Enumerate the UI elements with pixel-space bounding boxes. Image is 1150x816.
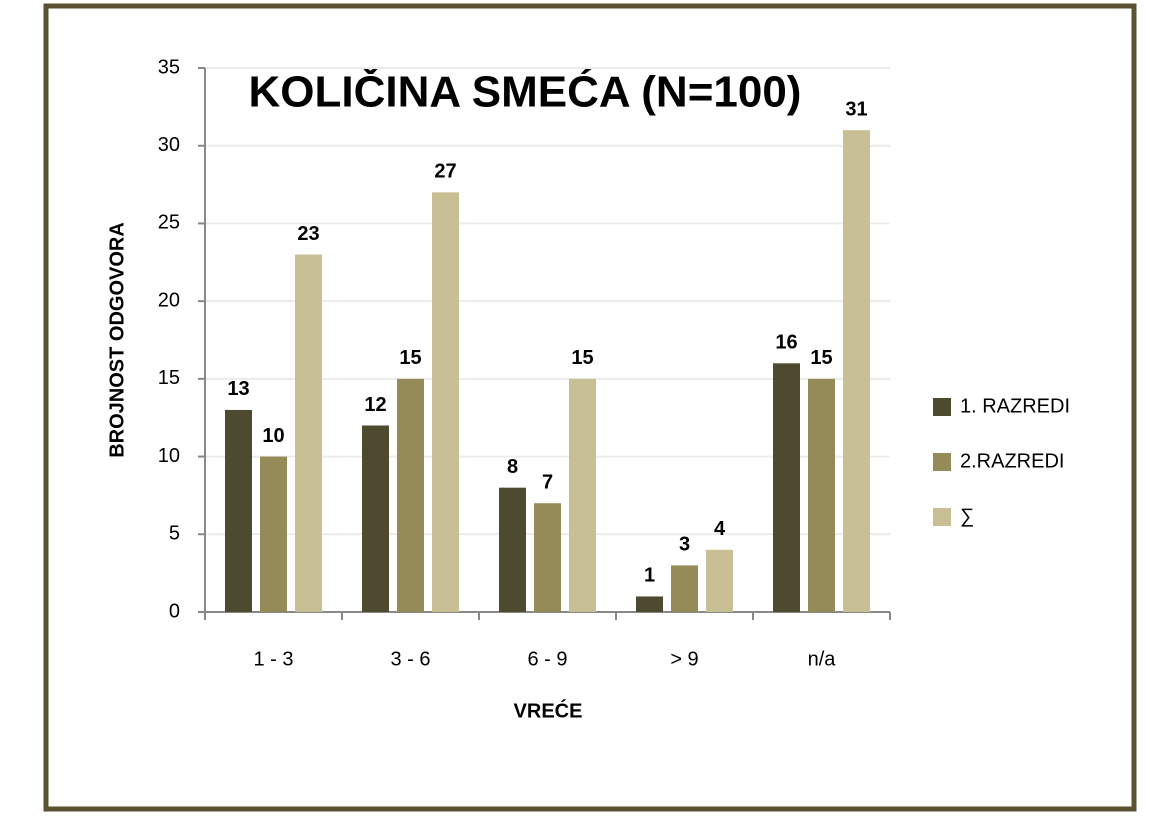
bar [260, 456, 287, 612]
legend-label: ∑ [960, 505, 974, 527]
x-tick-label: n/a [808, 648, 837, 670]
value-label: 16 [775, 332, 797, 354]
bar [706, 549, 733, 612]
value-label: 7 [542, 471, 553, 493]
value-label: 3 [679, 534, 690, 556]
x-tick-label: 1 - 3 [253, 648, 293, 670]
value-label: 13 [227, 378, 249, 400]
y-tick-label: 30 [158, 134, 180, 156]
bar [225, 409, 252, 612]
bar [773, 363, 800, 612]
value-label: 15 [810, 347, 832, 369]
value-label: 8 [507, 456, 518, 478]
value-label: 31 [845, 98, 867, 120]
y-tick-label: 25 [158, 212, 180, 234]
value-label: 10 [262, 425, 284, 447]
value-label: 12 [364, 394, 386, 416]
bar [534, 503, 561, 612]
y-tick-label: 0 [169, 600, 180, 622]
value-label: 1 [644, 565, 655, 587]
x-tick-label: 3 - 6 [390, 648, 430, 670]
x-tick-label: > 9 [670, 648, 698, 670]
bar [432, 192, 459, 613]
legend-label: 2.RAZREDI [960, 450, 1064, 472]
value-label: 4 [714, 518, 726, 540]
bar [295, 254, 322, 612]
value-label: 15 [399, 347, 421, 369]
y-tick-label: 15 [158, 367, 180, 389]
legend-label: 1. RAZREDI [960, 395, 1070, 417]
y-tick-label: 5 [169, 523, 180, 545]
x-tick-label: 6 - 9 [527, 648, 567, 670]
bar [499, 487, 526, 612]
bar [843, 130, 870, 612]
bar [671, 565, 698, 612]
y-axis-label: BROJNOST ODGOVORA [106, 222, 128, 458]
bar [636, 596, 663, 612]
legend-swatch [933, 453, 951, 471]
legend-swatch [933, 398, 951, 416]
chart-title: KOLIČINA SMEĆA (N=100) [249, 66, 802, 117]
bar [808, 378, 835, 612]
x-axis-label: VREĆE [514, 698, 583, 722]
y-tick-label: 10 [158, 445, 180, 467]
value-label: 27 [434, 161, 456, 183]
y-tick-label: 35 [158, 56, 180, 78]
bar [569, 378, 596, 612]
value-label: 23 [297, 223, 319, 245]
value-label: 15 [571, 347, 593, 369]
legend-swatch [933, 508, 951, 526]
y-tick-label: 20 [158, 289, 180, 311]
bar [362, 425, 389, 612]
bar [397, 378, 424, 612]
